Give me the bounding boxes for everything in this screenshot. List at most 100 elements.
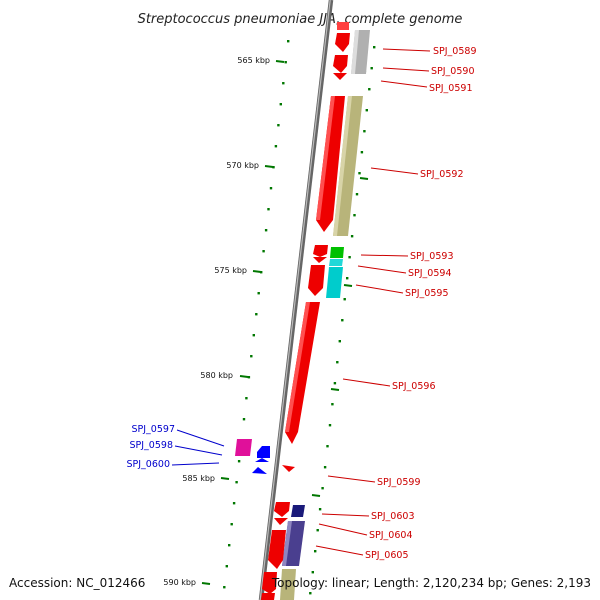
tick-dot xyxy=(245,397,248,400)
tick-dot xyxy=(257,292,260,295)
tick-dot xyxy=(284,61,287,64)
tick-dot xyxy=(363,130,366,133)
category-bar-0597 xyxy=(235,439,252,456)
tick-dot xyxy=(323,466,327,469)
kbp-label-565: 565 kbp xyxy=(237,56,270,65)
gene-label-0589[interactable]: SPJ_0589 xyxy=(433,46,477,57)
gene-label-0596[interactable]: SPJ_0596 xyxy=(392,381,436,392)
kbp-tick-590 xyxy=(201,582,211,585)
gene-arrow-0597 xyxy=(257,446,270,458)
tick-dot xyxy=(373,46,376,49)
topology-text: Topology: linear; Length: 2,120,234 bp; … xyxy=(271,576,591,590)
leader-0597 xyxy=(176,429,225,447)
tick-dot xyxy=(272,166,275,169)
tick-dot xyxy=(338,340,341,343)
category-bar-0595 xyxy=(326,267,343,298)
kbp-tick-565 xyxy=(275,60,285,63)
tick-dot xyxy=(228,544,231,547)
genome-backbone xyxy=(258,0,334,600)
forward-gene-labels xyxy=(315,48,431,556)
leader-0596 xyxy=(342,378,391,387)
gene-arrow-0604 xyxy=(274,518,288,525)
gene-label-0600[interactable]: SPJ_0600 xyxy=(127,459,171,470)
leader-0605 xyxy=(315,545,364,556)
gene-label-0591[interactable]: SPJ_0591 xyxy=(429,83,473,94)
kbp-label-575: 575 kbp xyxy=(214,266,247,275)
leader-0598 xyxy=(174,445,223,456)
tick-dot xyxy=(336,361,339,364)
category-bar-0593 xyxy=(330,247,344,258)
gene-arrow-bottom-2 xyxy=(261,593,275,600)
tick-dot xyxy=(343,298,346,301)
gene-arrow-0589b xyxy=(335,33,350,52)
gene-label-0595[interactable]: SPJ_0595 xyxy=(405,288,449,299)
tick-dot xyxy=(316,529,319,532)
gene-label-0593[interactable]: SPJ_0593 xyxy=(410,251,454,262)
tick-dot xyxy=(279,103,282,106)
leader-0593 xyxy=(360,254,409,257)
gene-arrow-0599 xyxy=(282,465,295,472)
gene-arrow-bottom-1 xyxy=(262,572,277,594)
tick-dot xyxy=(274,145,278,148)
tick-dot xyxy=(355,193,359,196)
tick-dot xyxy=(247,376,251,379)
gene-label-0599[interactable]: SPJ_0599 xyxy=(377,477,421,488)
gene-label-0597[interactable]: SPJ_0597 xyxy=(132,424,176,435)
tick-dot xyxy=(350,235,354,238)
gene-label-0598[interactable]: SPJ_0598 xyxy=(130,440,174,451)
gene-label-0592[interactable]: SPJ_0592 xyxy=(420,169,464,180)
tick-dot xyxy=(341,319,344,322)
tick-dot xyxy=(255,313,258,316)
tick-dot xyxy=(262,250,265,253)
gene-arrow-0596 xyxy=(285,302,320,444)
tick-dot xyxy=(326,445,329,448)
genome-title: Streptococcus pneumoniae JJA, complete g… xyxy=(138,12,463,27)
kbp-label-580: 580 kbp xyxy=(200,371,233,380)
gene-arrow-0598 xyxy=(255,458,269,462)
tick-dot xyxy=(348,256,351,259)
gene-arrow-0592 xyxy=(316,96,345,232)
kbp-ruler: 565 kbp 570 kbp 575 kbp 580 kbp 585 kbp … xyxy=(163,56,285,587)
tick-dot xyxy=(368,88,371,91)
tick-dot xyxy=(277,124,280,127)
leader-0591 xyxy=(380,80,428,88)
reverse-gene-labels xyxy=(171,429,225,466)
reverse-genes-track xyxy=(252,446,270,474)
gene-label-0603[interactable]: SPJ_0603 xyxy=(371,511,415,522)
leader-0590 xyxy=(382,67,430,72)
kbp-tick-580 xyxy=(239,375,249,378)
gene-arrow-0591 xyxy=(333,73,347,80)
tick-dot xyxy=(223,586,226,589)
tick-dot xyxy=(269,187,273,190)
kbp-tick-575 xyxy=(252,270,262,273)
kbp-tick-570 xyxy=(264,165,274,168)
tick-dot xyxy=(365,109,368,112)
tick-dot xyxy=(260,271,263,274)
reverse-gene-label-texts: SPJ_0597 SPJ_0598 SPJ_0600 xyxy=(127,424,176,470)
gene-label-0604[interactable]: SPJ_0604 xyxy=(369,530,413,541)
gene-arrow-0603 xyxy=(274,502,290,517)
tick-dot xyxy=(318,508,322,511)
gene-arrow-0600 xyxy=(252,467,267,474)
kbp-label-570: 570 kbp xyxy=(226,161,259,170)
forward-genes-track xyxy=(261,22,350,600)
gene-label-0594[interactable]: SPJ_0594 xyxy=(408,268,452,279)
gene-label-0590[interactable]: SPJ_0590 xyxy=(431,66,475,77)
tick-dot xyxy=(230,523,233,526)
tick-dot xyxy=(358,172,361,175)
leader-0603 xyxy=(321,513,370,517)
tick-dot xyxy=(235,481,238,484)
gene-label-0605[interactable]: SPJ_0605 xyxy=(365,550,409,561)
tick-dot xyxy=(311,571,314,574)
tick-dot xyxy=(346,277,349,280)
tick-dot xyxy=(250,355,253,358)
tick-dot xyxy=(328,424,332,427)
kbp-label-590: 590 kbp xyxy=(163,578,196,587)
accession-text: Accession: NC_012466 xyxy=(9,576,145,590)
gene-arrow-0589 xyxy=(337,22,349,30)
tick-dot xyxy=(331,403,334,406)
leader-0599 xyxy=(327,475,376,483)
tick-dot xyxy=(225,565,228,568)
kbp-label-585: 585 kbp xyxy=(182,474,215,483)
